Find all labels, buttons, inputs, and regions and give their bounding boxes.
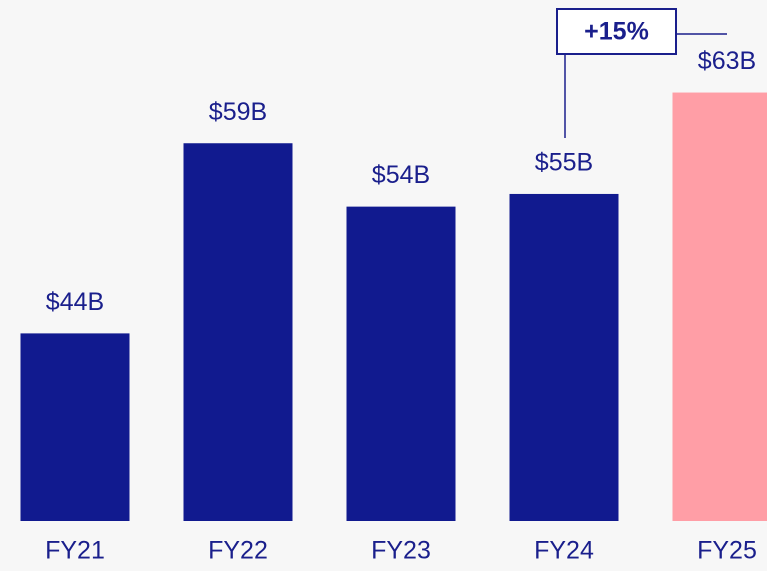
value-label: $59B xyxy=(209,98,267,126)
value-label: $63B xyxy=(698,47,756,75)
value-label: $44B xyxy=(46,288,104,316)
annotation-box xyxy=(556,8,677,55)
bar xyxy=(672,92,767,521)
bar xyxy=(346,206,456,521)
value-label: $55B xyxy=(535,149,593,177)
annotation: +15% xyxy=(584,18,649,46)
x-tick-label: FY21 xyxy=(45,537,105,565)
x-tick-label: FY23 xyxy=(371,537,431,565)
x-tick-label: FY24 xyxy=(534,537,594,565)
x-tick-label: FY22 xyxy=(208,537,268,565)
bar xyxy=(509,193,619,521)
value-label: $54B xyxy=(372,161,430,189)
x-tick-label: FY25 xyxy=(697,537,757,565)
bar xyxy=(183,143,293,522)
bar xyxy=(20,333,130,521)
